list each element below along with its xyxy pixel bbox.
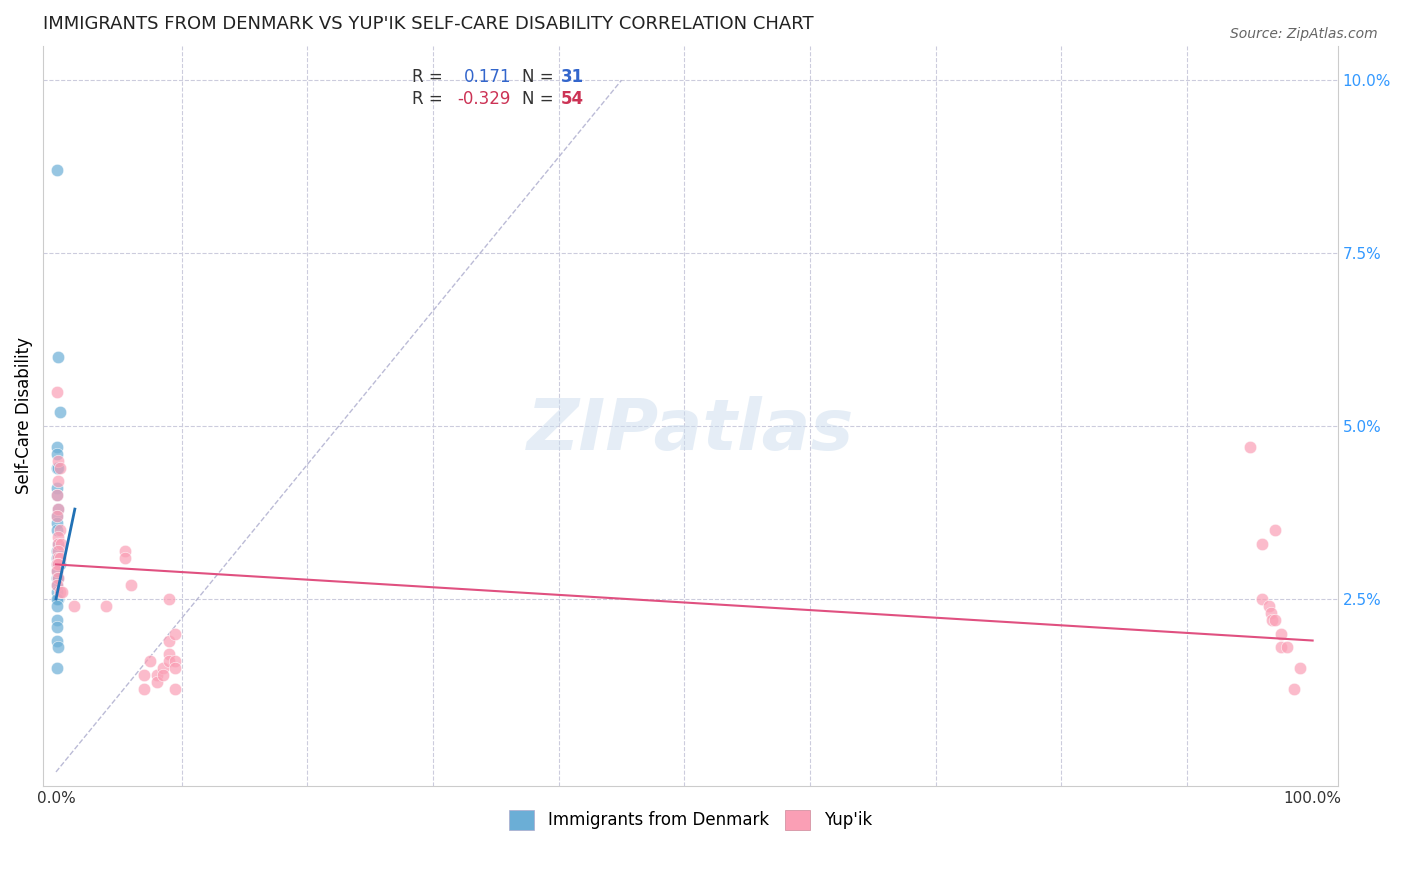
Point [46,565,69,579]
Point [48,558,70,572]
Point [48,558,70,572]
Point [165,661,187,675]
Point [46,509,69,524]
Y-axis label: Self-Care Disability: Self-Care Disability [15,337,32,494]
Point [132,681,155,696]
Point [1264,523,1286,537]
Point [46,571,69,585]
Point [48,523,70,537]
Point [48,350,70,364]
Point [46,488,69,502]
Point [46,509,69,524]
Point [48,543,70,558]
Point [46,163,69,178]
Text: N =: N = [522,69,554,87]
Point [49,537,72,551]
Text: 31: 31 [561,69,585,87]
Text: N =: N = [522,90,554,108]
Point [48,550,70,565]
Point [48,537,70,551]
Point [46,599,69,613]
Point [165,681,187,696]
Point [1251,592,1274,607]
Point [157,648,180,662]
Point [145,668,167,682]
Point [46,592,69,607]
Point [114,550,136,565]
Point [46,578,69,592]
Text: 0.171: 0.171 [464,69,512,87]
Point [48,571,70,585]
Point [48,530,70,544]
Point [1264,613,1286,627]
Point [157,592,180,607]
Point [46,550,69,565]
Point [48,550,70,565]
Point [46,481,69,495]
Point [1257,599,1279,613]
Text: IMMIGRANTS FROM DENMARK VS YUP'IK SELF-CARE DISABILITY CORRELATION CHART: IMMIGRANTS FROM DENMARK VS YUP'IK SELF-C… [44,15,814,33]
Point [157,654,180,668]
Point [48,571,70,585]
Point [48,475,70,489]
Point [114,543,136,558]
Text: 54: 54 [561,90,585,108]
Point [132,668,155,682]
Text: ZIPatlas: ZIPatlas [527,396,855,465]
Point [48,592,70,607]
Point [46,516,69,530]
Text: Source: ZipAtlas.com: Source: ZipAtlas.com [1230,27,1378,41]
Legend: Immigrants from Denmark, Yup'ik: Immigrants from Denmark, Yup'ik [502,803,879,837]
Point [46,558,69,572]
Point [48,640,70,655]
Text: R =: R = [412,90,443,108]
Point [120,578,142,592]
Point [46,384,69,399]
Point [1270,626,1292,640]
Point [152,661,174,675]
Point [165,654,187,668]
Point [1239,440,1261,454]
Text: R =: R = [412,69,443,87]
Point [46,447,69,461]
Point [48,537,70,551]
Point [46,543,69,558]
Point [48,502,70,516]
Point [1251,537,1274,551]
Point [48,502,70,516]
Point [46,578,69,592]
Point [46,633,69,648]
Point [46,613,69,627]
Point [46,565,69,579]
Point [46,440,69,454]
Point [62,599,84,613]
Point [48,460,70,475]
Point [48,585,70,599]
Point [1289,661,1312,675]
Point [48,405,70,419]
Point [152,668,174,682]
Point [46,460,69,475]
Point [48,460,70,475]
Point [48,453,70,467]
Point [1270,640,1292,655]
Point [46,558,69,572]
Point [139,654,162,668]
Point [157,633,180,648]
Point [46,585,69,599]
Point [46,661,69,675]
Point [165,626,187,640]
Point [1277,640,1299,655]
Point [51,585,73,599]
Text: -0.329: -0.329 [457,90,510,108]
Point [1260,606,1282,620]
Point [1261,613,1284,627]
Point [145,675,167,690]
Point [46,620,69,634]
Point [46,488,69,502]
Point [46,523,69,537]
Point [1282,681,1305,696]
Point [96,599,118,613]
